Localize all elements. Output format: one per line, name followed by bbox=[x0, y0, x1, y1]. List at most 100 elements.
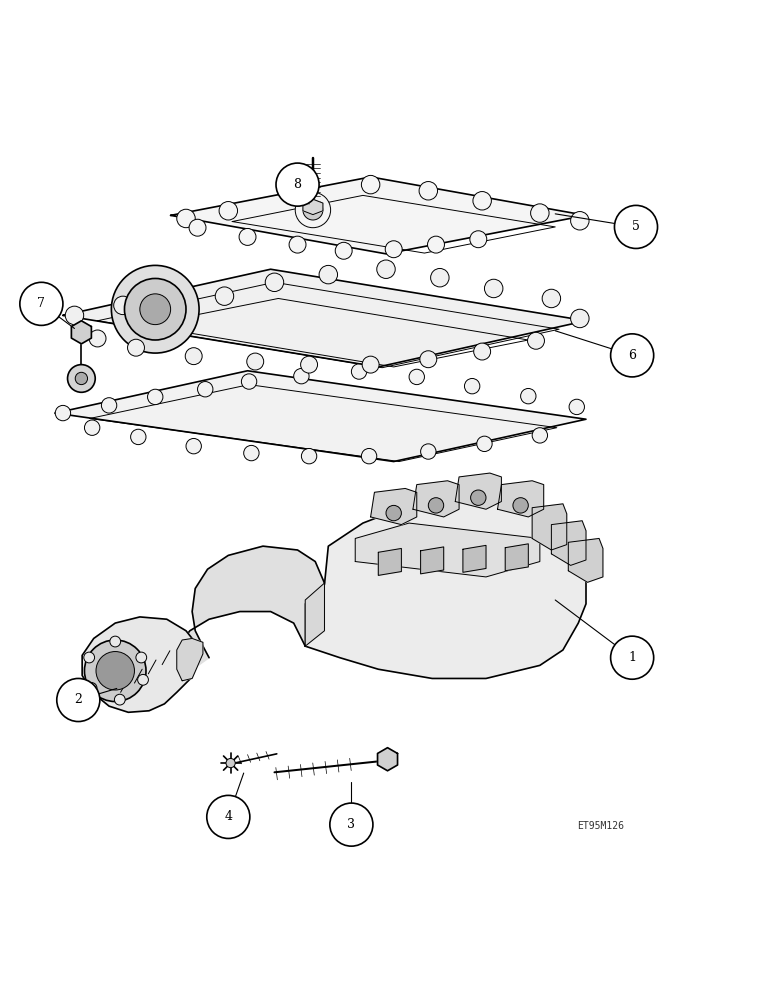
Circle shape bbox=[75, 372, 87, 385]
Circle shape bbox=[247, 353, 264, 370]
Circle shape bbox=[89, 330, 106, 347]
Circle shape bbox=[86, 683, 97, 693]
Polygon shape bbox=[532, 504, 567, 550]
Circle shape bbox=[198, 382, 213, 397]
Polygon shape bbox=[177, 638, 203, 681]
Circle shape bbox=[147, 389, 163, 405]
Circle shape bbox=[351, 364, 367, 379]
Circle shape bbox=[177, 209, 195, 228]
Circle shape bbox=[303, 200, 323, 220]
Circle shape bbox=[409, 369, 425, 385]
Polygon shape bbox=[82, 617, 201, 712]
Circle shape bbox=[244, 445, 259, 461]
Circle shape bbox=[130, 429, 146, 445]
Circle shape bbox=[289, 236, 306, 253]
Circle shape bbox=[474, 343, 491, 360]
Circle shape bbox=[465, 378, 480, 394]
Circle shape bbox=[186, 438, 201, 454]
Polygon shape bbox=[305, 492, 586, 678]
Polygon shape bbox=[355, 523, 540, 577]
Polygon shape bbox=[568, 538, 603, 582]
Circle shape bbox=[137, 674, 148, 685]
Circle shape bbox=[242, 374, 257, 389]
Circle shape bbox=[276, 163, 319, 206]
Circle shape bbox=[532, 428, 547, 443]
Circle shape bbox=[385, 241, 402, 258]
Text: 1: 1 bbox=[628, 651, 636, 664]
Polygon shape bbox=[455, 473, 501, 509]
Circle shape bbox=[20, 282, 63, 325]
Circle shape bbox=[66, 306, 83, 325]
Polygon shape bbox=[171, 177, 586, 254]
Circle shape bbox=[421, 444, 436, 459]
Circle shape bbox=[527, 332, 544, 349]
Polygon shape bbox=[71, 321, 91, 344]
Circle shape bbox=[477, 436, 493, 452]
Circle shape bbox=[420, 351, 437, 368]
Polygon shape bbox=[551, 521, 586, 565]
Circle shape bbox=[611, 334, 654, 377]
Circle shape bbox=[419, 182, 438, 200]
Circle shape bbox=[84, 420, 100, 435]
Text: 2: 2 bbox=[74, 693, 83, 706]
Circle shape bbox=[293, 368, 309, 384]
Circle shape bbox=[114, 694, 125, 705]
Circle shape bbox=[301, 448, 317, 464]
Circle shape bbox=[296, 187, 314, 205]
Text: 5: 5 bbox=[632, 220, 640, 233]
Circle shape bbox=[530, 204, 549, 222]
Circle shape bbox=[431, 268, 449, 287]
Circle shape bbox=[473, 192, 492, 210]
Polygon shape bbox=[413, 481, 459, 517]
Circle shape bbox=[215, 287, 234, 305]
Polygon shape bbox=[378, 748, 398, 771]
Circle shape bbox=[136, 652, 147, 663]
Circle shape bbox=[361, 175, 380, 194]
Circle shape bbox=[428, 236, 445, 253]
Circle shape bbox=[266, 273, 283, 292]
Circle shape bbox=[96, 652, 134, 690]
Text: 8: 8 bbox=[293, 178, 302, 191]
Circle shape bbox=[84, 652, 95, 663]
Circle shape bbox=[67, 365, 95, 392]
Circle shape bbox=[335, 242, 352, 259]
Circle shape bbox=[185, 348, 202, 365]
Circle shape bbox=[362, 356, 379, 373]
Polygon shape bbox=[463, 545, 486, 572]
Circle shape bbox=[219, 202, 238, 220]
Circle shape bbox=[57, 678, 100, 722]
Circle shape bbox=[485, 279, 503, 298]
Circle shape bbox=[520, 388, 536, 404]
Polygon shape bbox=[305, 583, 324, 646]
Polygon shape bbox=[174, 546, 324, 677]
Circle shape bbox=[111, 265, 199, 353]
Circle shape bbox=[428, 498, 444, 513]
Circle shape bbox=[140, 294, 171, 325]
Circle shape bbox=[542, 289, 560, 308]
Circle shape bbox=[377, 260, 395, 278]
Circle shape bbox=[226, 758, 235, 768]
Circle shape bbox=[513, 498, 528, 513]
Circle shape bbox=[300, 356, 317, 373]
Circle shape bbox=[124, 278, 186, 340]
Circle shape bbox=[127, 339, 144, 356]
Polygon shape bbox=[421, 547, 444, 574]
Polygon shape bbox=[497, 481, 543, 517]
Circle shape bbox=[295, 192, 330, 228]
Polygon shape bbox=[505, 544, 528, 571]
Circle shape bbox=[361, 448, 377, 464]
Polygon shape bbox=[56, 371, 586, 462]
Circle shape bbox=[615, 205, 658, 248]
Text: ET95M126: ET95M126 bbox=[577, 821, 624, 831]
Circle shape bbox=[101, 398, 117, 413]
Circle shape bbox=[611, 636, 654, 679]
Circle shape bbox=[470, 231, 487, 248]
Circle shape bbox=[207, 795, 250, 838]
Circle shape bbox=[471, 490, 486, 505]
Circle shape bbox=[571, 309, 589, 328]
Circle shape bbox=[189, 219, 206, 236]
Circle shape bbox=[386, 505, 401, 521]
Polygon shape bbox=[378, 548, 401, 575]
Polygon shape bbox=[63, 269, 586, 367]
Circle shape bbox=[319, 265, 337, 284]
